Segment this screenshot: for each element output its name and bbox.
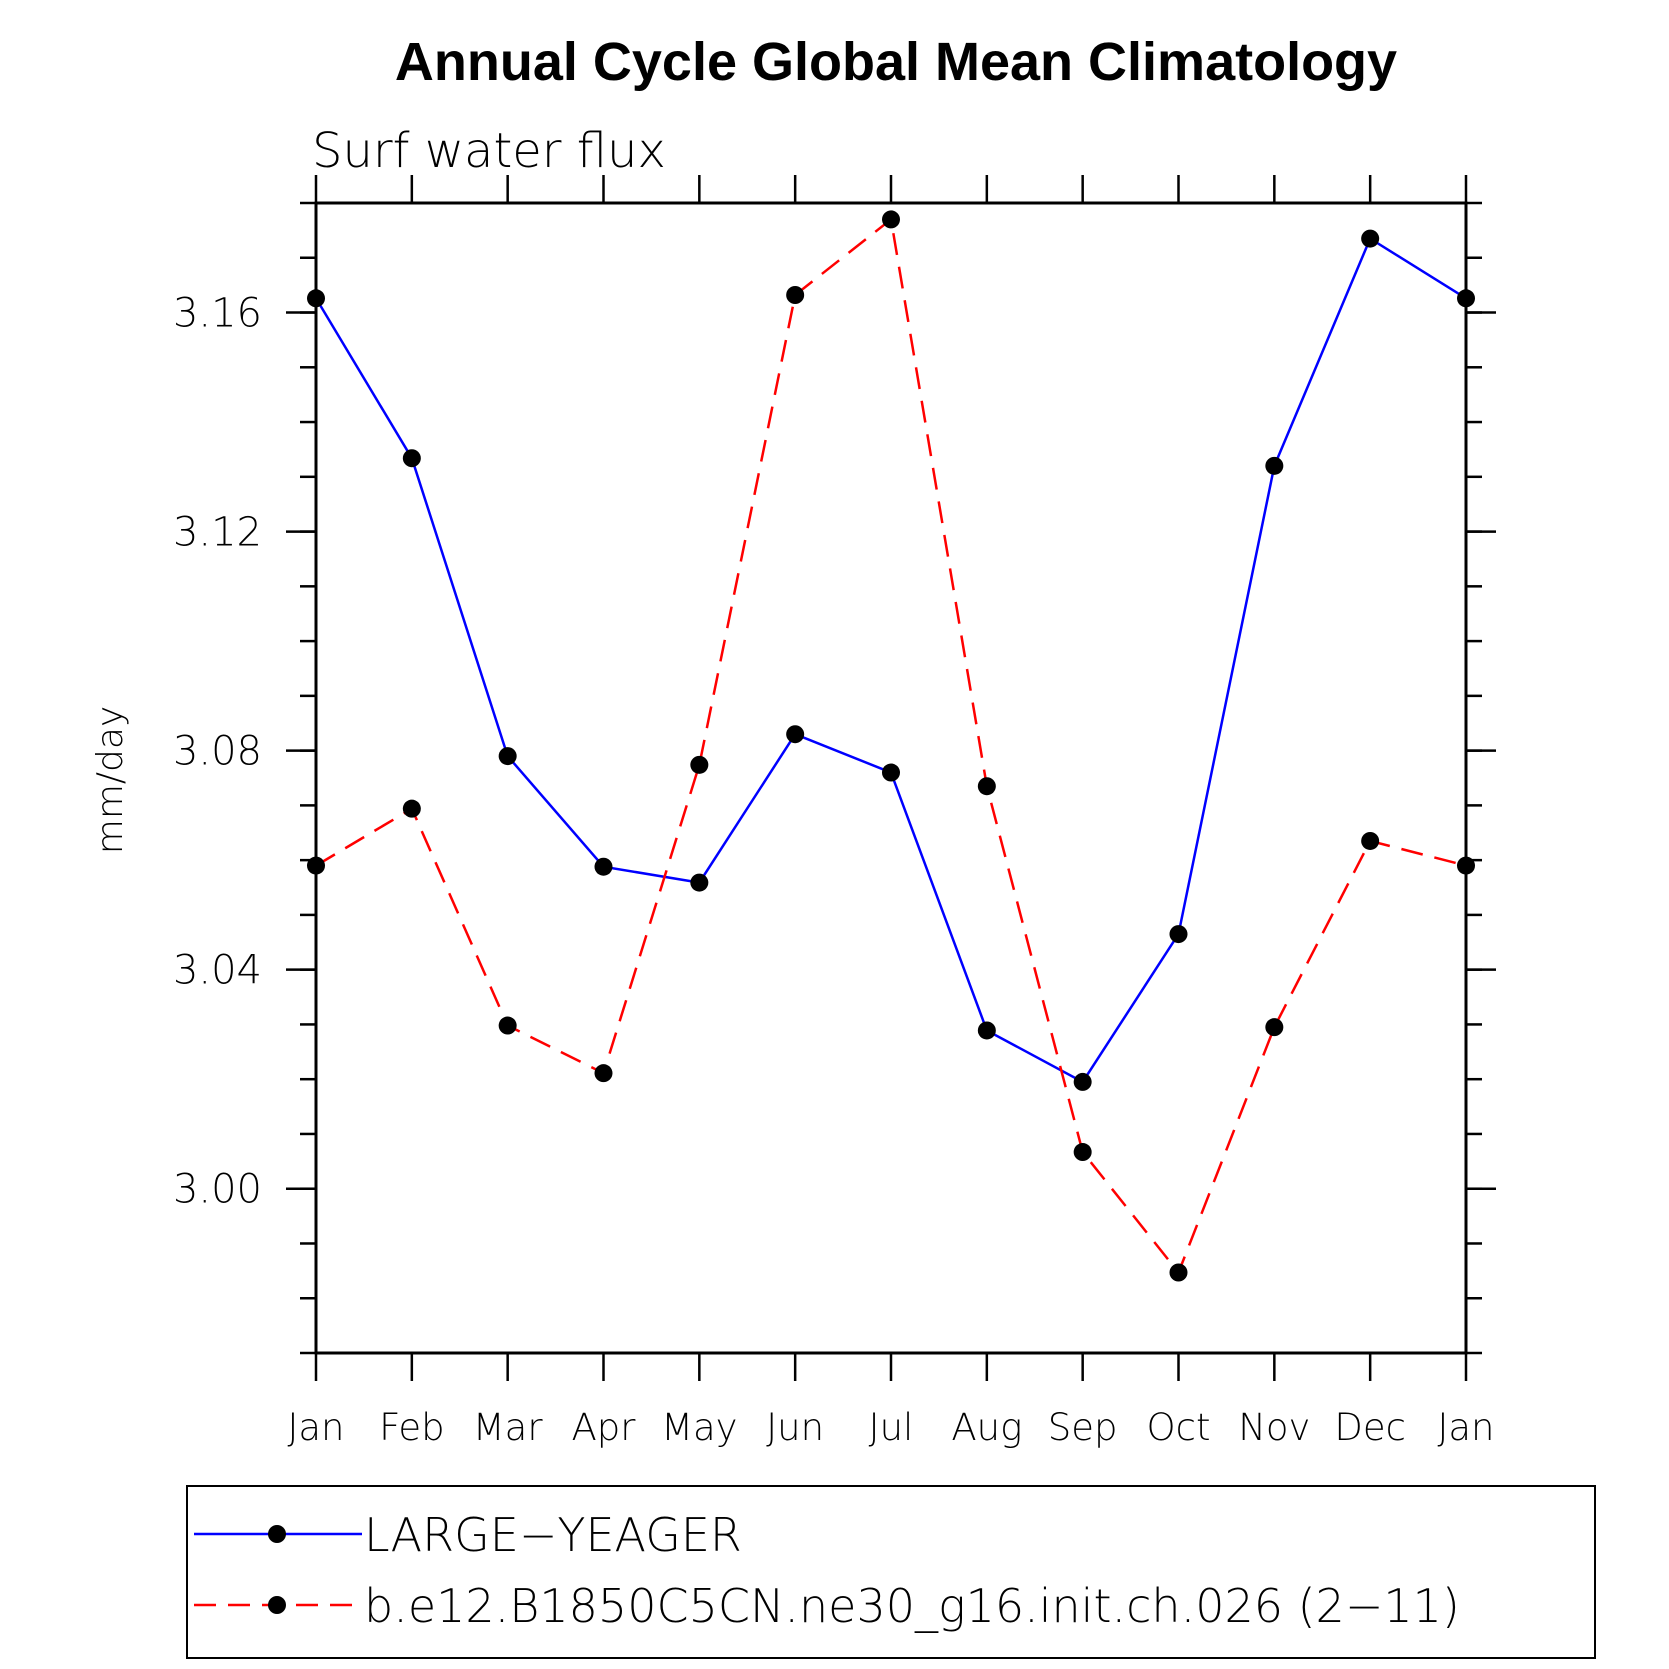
x-tick-label: Aug — [951, 1406, 1022, 1449]
axis-ticks — [286, 175, 1496, 1381]
legend-label: LARGE−YEAGER — [364, 1508, 742, 1562]
legend-marker — [268, 1525, 286, 1543]
data-point — [1361, 831, 1380, 850]
series-line — [314, 236, 1467, 1084]
data-point — [402, 799, 421, 818]
data-point — [690, 755, 709, 774]
y-tick-label: 3.00 — [173, 1167, 262, 1213]
data-point — [1169, 1263, 1188, 1282]
x-tick-label: Oct — [1147, 1406, 1211, 1449]
data-point — [1265, 456, 1284, 475]
data-point — [594, 1064, 613, 1083]
data-point — [1073, 1143, 1092, 1162]
series-line — [315, 217, 1467, 1275]
y-tick-label: 3.16 — [173, 291, 262, 337]
data-point — [498, 747, 517, 766]
x-tick-label: Nov — [1238, 1406, 1310, 1449]
legend: LARGE−YEAGER b.e12.B1850C5CN.ne30_g16.ini… — [186, 1485, 1596, 1659]
data-point — [690, 873, 709, 892]
x-tick-label: Jan — [287, 1406, 344, 1449]
chart-subtitle: Surf water flux — [312, 123, 666, 179]
data-point — [786, 286, 805, 304]
data-point — [402, 449, 421, 468]
x-tick-label: Sep — [1048, 1406, 1118, 1449]
legend-marker — [268, 1596, 286, 1614]
x-tick-label: Dec — [1334, 1406, 1406, 1449]
data-point — [977, 1021, 996, 1040]
data-point — [1457, 289, 1475, 308]
data-point — [1265, 1018, 1284, 1037]
data-point — [594, 857, 613, 876]
data-point — [786, 725, 805, 744]
data-point — [498, 1016, 517, 1035]
data-point — [977, 777, 996, 796]
x-tick-labels: Jan Feb Mar Apr May Jun Jul Aug Sep Oct Nov Dec Jan — [287, 1406, 1494, 1449]
series-group — [307, 210, 1475, 1282]
x-tick-label: May — [661, 1406, 738, 1449]
y-tick-label: 3.04 — [173, 948, 262, 994]
x-tick-label: Jun — [766, 1406, 824, 1449]
data-point — [1361, 229, 1380, 248]
x-tick-label: Apr — [571, 1406, 636, 1449]
data-point — [882, 763, 900, 782]
chart-title: Annual Cycle Global Mean Climatology — [395, 32, 1397, 92]
x-tick-label: Mar — [473, 1406, 544, 1449]
x-tick-label: Jan — [1437, 1406, 1494, 1449]
y-tick-label: 3.08 — [173, 729, 262, 775]
y-axis-label: mm/day — [90, 706, 131, 854]
data-point — [1073, 1072, 1092, 1091]
data-point — [1169, 925, 1188, 944]
x-tick-label: Feb — [379, 1406, 445, 1449]
data-point — [1457, 856, 1475, 875]
y-tick-label: 3.12 — [173, 510, 262, 556]
x-tick-label: Jul — [869, 1406, 914, 1449]
data-point — [307, 289, 325, 308]
data-point — [882, 210, 900, 229]
legend-box — [186, 1485, 1596, 1659]
legend-label: b.e12.B1850C5CN.ne30_g16.init.ch.026 (2−… — [364, 1579, 1460, 1633]
data-point — [307, 856, 325, 875]
y-tick-labels: 3.00 3.04 3.08 3.12 3.16 — [173, 291, 262, 1213]
